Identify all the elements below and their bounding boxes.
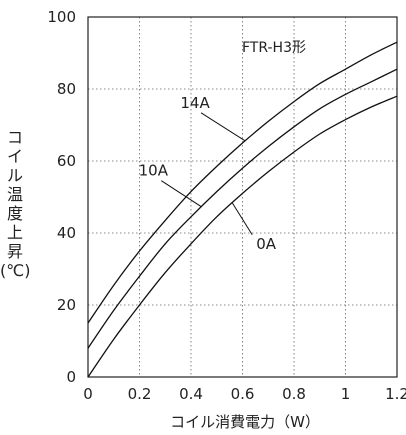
x-tick-label: 1.2 bbox=[385, 385, 406, 403]
annotation-label-10a: 10A bbox=[139, 162, 169, 180]
annotation-label-14a: 14A bbox=[180, 94, 210, 112]
y-axis-title-char: 上 bbox=[6, 223, 23, 242]
plot-frame bbox=[87, 16, 398, 378]
y-axis-title-char: コ bbox=[6, 128, 23, 147]
x-tick-label: 0.2 bbox=[128, 385, 152, 403]
grid bbox=[88, 17, 397, 377]
series-lines bbox=[87, 41, 398, 378]
series-line-10a bbox=[87, 68, 398, 349]
annotation-leader-14a bbox=[200, 112, 246, 142]
annotation-label-0a: 0A bbox=[256, 235, 277, 253]
y-tick-label: 20 bbox=[57, 296, 76, 314]
y-tick-label: 40 bbox=[57, 224, 76, 242]
y-axis-title-char: 温 bbox=[6, 185, 23, 204]
y-tick-label: 80 bbox=[57, 80, 76, 98]
x-tick-label: 0.6 bbox=[231, 385, 255, 403]
y-tick-label: 100 bbox=[47, 8, 76, 26]
y-axis-title: コイル温度上昇 (℃) bbox=[0, 128, 30, 280]
series-line-14a bbox=[87, 41, 398, 324]
x-tick-label: 0.4 bbox=[179, 385, 203, 403]
y-axis: 0 20 40 60 80 100 bbox=[47, 8, 76, 386]
x-tick-label: 0 bbox=[83, 385, 93, 403]
x-tick-label: 1 bbox=[341, 385, 351, 403]
series-line-0a bbox=[87, 95, 398, 378]
x-axis: 0 0.2 0.4 0.6 0.8 1 1.2 bbox=[83, 385, 406, 403]
annotation-leader-0a bbox=[231, 202, 253, 236]
y-axis-title-char: 度 bbox=[6, 204, 23, 223]
annotation-leader-10a bbox=[161, 180, 202, 208]
y-axis-title-char: イ bbox=[6, 147, 23, 166]
y-axis-title-char: ル bbox=[6, 166, 23, 185]
model-label: FTR-H3形 bbox=[242, 40, 306, 56]
y-tick-label: 0 bbox=[66, 368, 76, 386]
y-axis-title-char: (℃) bbox=[0, 261, 31, 280]
annotations: 14A 10A 0A bbox=[139, 94, 277, 253]
x-tick-label: 0.8 bbox=[282, 385, 306, 403]
y-tick-label: 60 bbox=[57, 152, 76, 170]
y-axis-title-char: 昇 bbox=[6, 242, 23, 261]
x-axis-title: コイル消費電力（W） bbox=[170, 413, 320, 431]
